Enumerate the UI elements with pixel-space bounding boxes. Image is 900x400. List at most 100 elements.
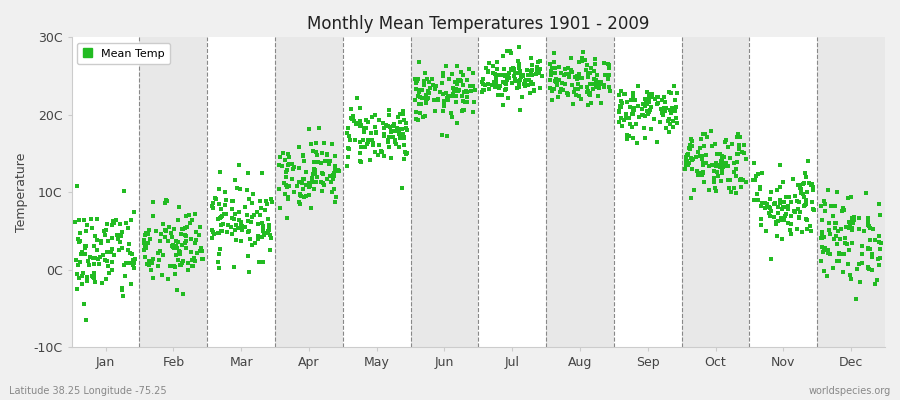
Point: [328, 199, 342, 205]
Point: [253, 212, 267, 218]
Point: [397, 156, 411, 163]
Point: [441, 93, 455, 100]
Point: [95, 251, 110, 258]
Point: [533, 58, 547, 64]
Point: [302, 184, 316, 190]
Point: [229, 236, 243, 243]
Point: [728, 166, 742, 173]
Point: [344, 106, 358, 112]
Point: [502, 75, 517, 82]
Point: [188, 258, 202, 264]
Point: [685, 156, 699, 163]
Point: [422, 89, 436, 96]
Point: [814, 235, 828, 241]
Point: [683, 142, 698, 148]
Point: [800, 226, 814, 233]
Point: [802, 180, 816, 186]
Point: [519, 66, 534, 73]
Point: [86, 274, 100, 281]
Point: [644, 94, 659, 100]
Point: [392, 119, 407, 126]
Point: [787, 208, 801, 215]
Point: [179, 213, 194, 219]
Point: [724, 155, 738, 162]
Point: [566, 89, 580, 95]
Point: [178, 233, 193, 239]
Point: [758, 200, 772, 207]
Point: [797, 170, 812, 177]
Point: [317, 140, 331, 146]
Point: [428, 86, 443, 92]
Point: [183, 220, 197, 226]
Point: [589, 77, 603, 83]
Point: [252, 259, 266, 266]
Point: [165, 242, 179, 249]
Point: [535, 73, 549, 79]
Point: [214, 214, 229, 220]
Point: [584, 65, 598, 72]
Point: [347, 137, 362, 143]
Point: [861, 245, 876, 252]
Point: [799, 174, 814, 180]
Point: [516, 72, 530, 79]
Point: [685, 143, 699, 149]
Point: [157, 221, 171, 227]
Point: [637, 100, 652, 107]
Point: [654, 110, 669, 116]
Point: [419, 100, 434, 106]
Point: [571, 80, 585, 87]
Point: [626, 93, 640, 100]
Point: [71, 236, 86, 242]
Point: [329, 194, 344, 200]
Point: [467, 99, 482, 106]
Point: [684, 136, 698, 142]
Point: [836, 251, 850, 257]
Point: [372, 152, 386, 158]
Point: [124, 281, 139, 288]
Point: [644, 126, 658, 132]
Point: [504, 66, 518, 72]
Point: [806, 206, 821, 212]
Point: [377, 153, 392, 160]
Point: [418, 96, 433, 102]
Point: [662, 116, 676, 122]
Point: [760, 200, 774, 207]
Point: [115, 229, 130, 236]
Point: [709, 162, 724, 169]
Point: [774, 215, 788, 221]
Point: [724, 189, 738, 195]
Point: [143, 266, 157, 273]
Point: [488, 70, 502, 77]
Point: [626, 106, 641, 113]
Point: [125, 251, 140, 257]
Point: [172, 248, 186, 254]
Point: [491, 66, 505, 72]
Point: [622, 115, 636, 121]
Point: [618, 111, 633, 118]
Point: [814, 202, 828, 209]
Point: [587, 76, 601, 82]
Point: [166, 244, 180, 250]
Point: [360, 137, 374, 144]
Point: [715, 165, 729, 171]
Point: [817, 247, 832, 253]
Point: [241, 218, 256, 224]
Point: [832, 249, 846, 256]
Point: [736, 149, 751, 156]
Point: [584, 100, 598, 106]
Point: [791, 182, 806, 188]
Point: [842, 247, 857, 254]
Point: [180, 224, 194, 230]
Point: [832, 258, 846, 264]
Point: [775, 217, 789, 224]
Point: [590, 72, 605, 78]
Point: [644, 91, 658, 98]
Point: [176, 258, 190, 264]
Point: [524, 81, 538, 88]
Point: [489, 76, 503, 82]
Point: [196, 255, 211, 262]
Point: [295, 176, 310, 182]
Point: [864, 267, 878, 274]
Point: [746, 160, 760, 166]
Point: [521, 72, 535, 78]
